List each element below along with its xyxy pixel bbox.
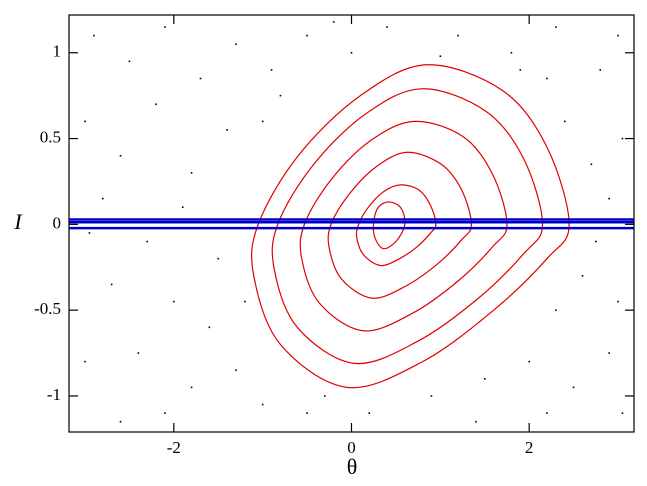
dot [137, 352, 140, 354]
dot [599, 69, 602, 71]
dot [88, 232, 91, 234]
invariant-curve [355, 184, 437, 267]
x-axis-label: θ [347, 454, 358, 479]
invariant-curve [251, 64, 570, 389]
dot [439, 55, 442, 57]
dot [563, 120, 566, 123]
dot [146, 240, 148, 243]
dot [164, 26, 166, 28]
dot [306, 34, 308, 37]
dot [155, 103, 157, 106]
invariant-curve [327, 151, 473, 299]
dot [306, 412, 308, 414]
dot [457, 34, 459, 37]
dot [244, 300, 246, 303]
dot [101, 197, 104, 200]
dot [555, 309, 557, 311]
dot [528, 360, 530, 363]
dot [199, 77, 202, 80]
dot [475, 420, 477, 423]
dot [235, 369, 237, 372]
dot [84, 120, 86, 123]
y-tick-label: -1 [47, 385, 61, 404]
dot [430, 395, 433, 397]
dot [368, 412, 371, 414]
dot [332, 21, 335, 23]
x-tick-label: 0 [347, 438, 356, 457]
dot [519, 69, 522, 71]
dot [181, 206, 184, 208]
dot [617, 34, 619, 37]
dot [350, 51, 353, 54]
dot [84, 360, 86, 363]
dot [190, 172, 193, 174]
dot [235, 43, 237, 45]
x-tick-label: 2 [525, 438, 534, 457]
dot [572, 386, 575, 389]
dot [119, 154, 122, 157]
dot [595, 240, 597, 243]
x-tick-label: -2 [167, 438, 181, 457]
dot [483, 378, 486, 380]
dot [590, 163, 593, 166]
dot [617, 300, 619, 303]
dot [386, 26, 388, 28]
dot [217, 257, 220, 260]
dot [279, 94, 282, 97]
y-tick-label: 1 [53, 42, 62, 61]
dot [173, 300, 175, 303]
y-tick-label: 0 [53, 213, 62, 232]
dot [93, 34, 95, 37]
dot [324, 395, 326, 397]
invariant-curve [271, 88, 544, 365]
dot [555, 26, 557, 28]
dot [164, 412, 166, 414]
dot [190, 386, 193, 389]
dot [261, 120, 264, 123]
dot [208, 326, 211, 329]
dot [119, 420, 122, 423]
dot [510, 51, 513, 54]
dot [608, 197, 610, 200]
dot [110, 283, 113, 286]
y-tick-label: -0.5 [34, 299, 61, 318]
dot [546, 77, 548, 80]
y-tick-label: 0.5 [40, 127, 61, 146]
dot [621, 137, 624, 140]
dot [128, 60, 131, 63]
dot [226, 129, 228, 131]
invariant-curve [299, 120, 508, 332]
dot [261, 403, 264, 406]
dot [608, 352, 610, 354]
y-axis-label: I [13, 209, 23, 234]
dot [581, 275, 584, 277]
dot [621, 412, 624, 414]
dot [546, 412, 548, 414]
dot [270, 69, 273, 71]
